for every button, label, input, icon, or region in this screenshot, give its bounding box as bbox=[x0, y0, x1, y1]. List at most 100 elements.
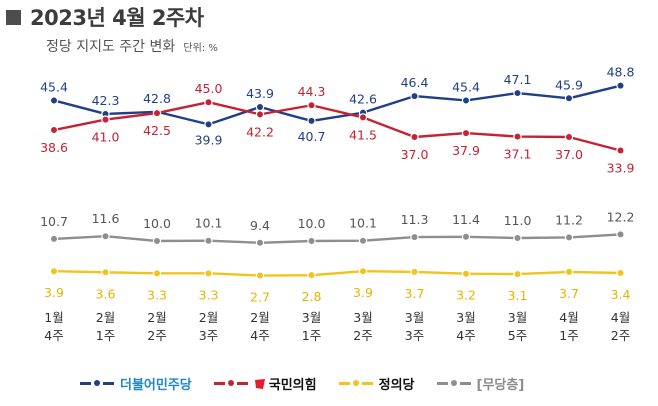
data-label-justice-1: 3.6 bbox=[96, 286, 116, 301]
series-line-ppp bbox=[53, 100, 621, 152]
data-label-ppp-4: 42.2 bbox=[246, 124, 274, 139]
subtitle-row: 정당 지지도 주간 변화 단위: % bbox=[46, 36, 218, 56]
series-independent: 10.7 11.6 10.0 10.1 9.4 10.0 10.1 11.3 11.4 11.0 1… bbox=[40, 209, 634, 247]
legend-line-independent bbox=[436, 380, 471, 386]
point-ppp-8 bbox=[461, 128, 471, 138]
data-label-justice-0: 3.9 bbox=[44, 285, 64, 300]
point-justice-6 bbox=[358, 267, 368, 276]
data-label-independent-7: 11.3 bbox=[401, 212, 429, 227]
point-justice-3 bbox=[204, 269, 213, 278]
data-label-independent-6: 10.1 bbox=[349, 216, 377, 231]
chart-subtitle: 정당 지지도 주간 변화 bbox=[46, 39, 176, 55]
x-tick-week-7: 3주 bbox=[405, 328, 424, 343]
x-tick-week-2: 2주 bbox=[147, 328, 166, 343]
legend-label-democratic: 더불어민주당 bbox=[120, 378, 192, 393]
data-label-independent-8: 11.4 bbox=[452, 212, 480, 227]
x-tick-month-5: 3월 bbox=[302, 310, 321, 325]
x-tick-month-7: 3월 bbox=[405, 310, 424, 325]
point-ppp-11 bbox=[616, 146, 625, 155]
point-independent-3 bbox=[204, 236, 213, 245]
x-tick-month-2: 2월 bbox=[147, 310, 166, 325]
data-label-democratic-0: 45.4 bbox=[40, 79, 68, 94]
point-independent-11 bbox=[616, 230, 625, 239]
point-justice-10 bbox=[564, 267, 574, 277]
data-label-justice-11: 3.4 bbox=[611, 287, 631, 302]
point-democratic-10 bbox=[564, 94, 574, 103]
point-justice-4 bbox=[255, 271, 265, 280]
data-label-independent-4: 9.4 bbox=[250, 218, 270, 233]
x-tick-month-11: 4월 bbox=[611, 310, 630, 325]
legend-item-independent: [무당층] bbox=[436, 374, 524, 393]
data-label-democratic-8: 45.4 bbox=[452, 79, 480, 94]
point-justice-9 bbox=[513, 269, 522, 279]
ppp-logo-icon bbox=[254, 378, 265, 389]
data-label-justice-2: 3.3 bbox=[147, 287, 167, 302]
data-label-ppp-5: 44.3 bbox=[298, 84, 326, 99]
data-label-independent-0: 10.7 bbox=[40, 214, 68, 229]
point-democratic-4 bbox=[255, 102, 265, 112]
data-label-ppp-11: 33.9 bbox=[607, 160, 635, 175]
legend-item-democratic: 더불어민주당 bbox=[80, 374, 192, 393]
x-tick-week-3: 3주 bbox=[199, 328, 218, 343]
legend-line-democratic bbox=[80, 380, 114, 386]
data-label-democratic-2: 42.8 bbox=[143, 91, 171, 106]
series-line-justice bbox=[53, 270, 621, 277]
x-tick-week-8: 4주 bbox=[456, 328, 475, 343]
x-tick-week-0: 4주 bbox=[44, 328, 63, 343]
series-line-independent bbox=[53, 233, 621, 245]
x-tick-week-9: 5주 bbox=[508, 328, 527, 343]
data-label-ppp-9: 37.1 bbox=[504, 147, 532, 162]
data-label-justice-4: 2.7 bbox=[250, 290, 270, 305]
data-label-independent-10: 11.2 bbox=[555, 212, 583, 227]
point-independent-10 bbox=[564, 233, 574, 242]
x-tick-week-10: 1주 bbox=[559, 328, 578, 343]
point-independent-7 bbox=[410, 232, 419, 242]
data-label-justice-9: 3.1 bbox=[508, 288, 528, 303]
data-label-independent-3: 10.1 bbox=[195, 216, 223, 231]
data-label-democratic-4: 43.9 bbox=[246, 86, 274, 101]
point-justice-8 bbox=[461, 269, 471, 278]
point-justice-0 bbox=[49, 267, 59, 276]
series-ppp: 38.6 41.0 42.5 45.0 42.2 44.3 41.5 37.0 37.9 37.1… bbox=[40, 81, 634, 175]
point-ppp-9 bbox=[513, 132, 522, 141]
point-ppp-4 bbox=[255, 110, 265, 119]
x-tick-week-6: 2주 bbox=[353, 328, 372, 343]
data-label-independent-5: 10.0 bbox=[298, 216, 326, 231]
series-line-democratic bbox=[53, 84, 621, 126]
point-ppp-0 bbox=[49, 125, 59, 135]
point-democratic-0 bbox=[49, 96, 59, 105]
point-democratic-7 bbox=[410, 91, 419, 101]
x-tick-week-11: 2주 bbox=[611, 328, 630, 343]
x-tick-month-6: 3월 bbox=[353, 310, 372, 325]
point-democratic-5 bbox=[307, 116, 316, 126]
point-justice-7 bbox=[410, 267, 419, 277]
point-ppp-6 bbox=[358, 113, 368, 122]
data-label-ppp-0: 38.6 bbox=[40, 140, 68, 155]
point-justice-2 bbox=[152, 269, 162, 278]
legend-label-ppp: 국민의힘 bbox=[268, 378, 317, 393]
data-label-justice-5: 2.8 bbox=[302, 289, 322, 304]
point-democratic-11 bbox=[616, 81, 625, 90]
point-justice-5 bbox=[307, 270, 316, 280]
point-independent-5 bbox=[307, 236, 316, 246]
point-ppp-10 bbox=[564, 132, 574, 142]
legend-item-justice: 정의당 bbox=[338, 374, 415, 393]
point-democratic-8 bbox=[461, 96, 471, 105]
x-tick-month-1: 2월 bbox=[96, 310, 115, 325]
chart-title: 2023년 4월 2주차 bbox=[30, 6, 204, 30]
data-label-ppp-6: 41.5 bbox=[349, 127, 377, 142]
legend-line-justice bbox=[338, 380, 373, 386]
x-tick-week-4: 4주 bbox=[250, 328, 269, 343]
data-label-democratic-10: 45.9 bbox=[555, 77, 583, 92]
title-row: 2023년 4월 2주차 bbox=[6, 2, 218, 32]
point-democratic-3 bbox=[204, 120, 213, 129]
point-ppp-7 bbox=[410, 132, 419, 142]
data-label-justice-3: 3.3 bbox=[199, 287, 219, 302]
data-label-ppp-7: 37.0 bbox=[401, 147, 429, 162]
legend: 더불어민주당 국민의힘 정의당 [무당층] bbox=[80, 374, 546, 393]
title-block: 2023년 4월 2주차 정당 지지도 주간 변화 단위: % bbox=[6, 2, 218, 56]
data-label-ppp-10: 37.0 bbox=[555, 147, 583, 162]
data-label-democratic-9: 47.1 bbox=[504, 72, 532, 87]
point-ppp-2 bbox=[152, 108, 162, 118]
